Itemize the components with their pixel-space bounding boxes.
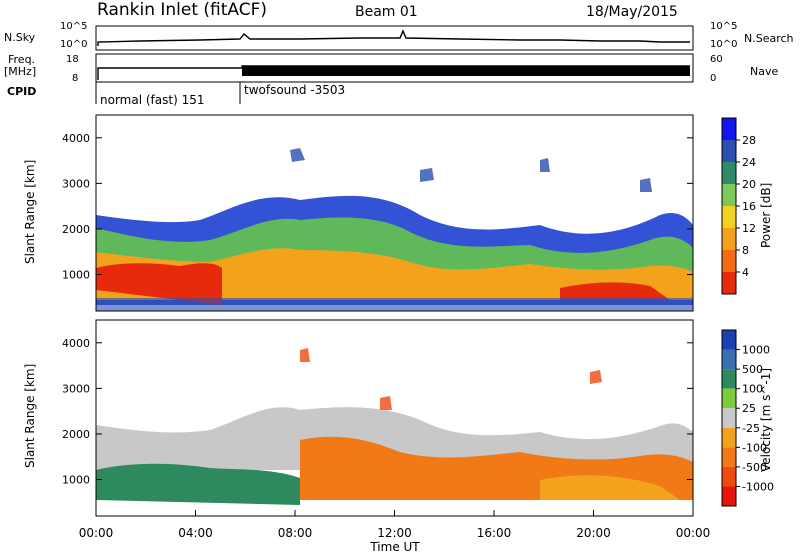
power-colorbar-swatch <box>722 206 736 228</box>
velocity-ytick-label: 2000 <box>62 428 90 441</box>
date-title: 18/May/2015 <box>586 4 678 20</box>
velocity-colorbar-swatch <box>722 408 736 428</box>
power-ytick-label: 1000 <box>62 269 90 282</box>
power-colorbar-tick-label: 8 <box>742 244 749 257</box>
xtick-label: 00:00 <box>676 526 711 540</box>
power-colorbar-swatch <box>722 162 736 184</box>
xtick-label: 04:00 <box>178 526 213 540</box>
freq-label: Freq. <box>8 53 36 66</box>
nsearch-label: N.Search <box>744 32 794 45</box>
velocity-colorbar-label: Velocity [m s^-1] <box>759 368 773 472</box>
power-ytick-label: 2000 <box>62 223 90 236</box>
freq-panel <box>95 53 694 83</box>
cpid-panel <box>95 82 241 104</box>
power-ytick-label: 3000 <box>62 177 90 190</box>
nsearch-tick-high: 10^5 <box>710 21 738 32</box>
station-title: Rankin Inlet (fitACF) <box>97 0 268 20</box>
nave-tick-high: 60 <box>710 54 723 65</box>
velocity-green-band <box>96 463 300 505</box>
velocity-xlabel: Time UT <box>369 540 420 554</box>
power-ground-noise <box>96 298 693 311</box>
power-colorbar-tick-label: 28 <box>742 134 756 147</box>
velocity-colorbar-swatch <box>722 349 736 370</box>
velocity-colorbar-tick-label: -25 <box>742 422 760 435</box>
velocity-colorbar-swatch <box>722 388 736 409</box>
velocity-ylabel: Slant Range [km] <box>23 364 37 468</box>
velocity-ytick-label: 3000 <box>62 382 90 395</box>
power-colorbar-label: Power [dB] <box>759 183 773 248</box>
power-colorbar-tick-label: 12 <box>742 222 756 235</box>
power-colorbar-swatch <box>722 184 736 206</box>
power-colorbar-tick-label: 16 <box>742 200 756 213</box>
nave-band <box>242 66 690 76</box>
power-colorbar-tick-label: 4 <box>742 266 749 279</box>
nave-tick-low: 0 <box>710 73 717 84</box>
power-ytick-label: 4000 <box>62 132 90 145</box>
power-colorbar-swatch <box>722 140 736 162</box>
velocity-colorbar-frame <box>721 329 737 507</box>
cpid-segment-normal: normal (fast) 151 <box>100 93 205 107</box>
xtick-label: 08:00 <box>278 526 313 540</box>
velocity-colorbar-swatch <box>722 447 736 467</box>
nsearch-tick-low: 10^0 <box>710 39 738 50</box>
power-ylabel: Slant Range [km] <box>23 160 37 264</box>
velocity-colorbar-swatch <box>722 330 736 350</box>
cpid-segment-twofsound: twofsound -3503 <box>244 83 346 97</box>
velocity-ytick-label: 1000 <box>62 474 90 487</box>
velocity-grey-band <box>96 407 693 470</box>
power-red-band <box>96 263 222 305</box>
cpid-label: CPID <box>7 85 37 98</box>
beam-title: Beam 01 <box>355 4 418 20</box>
velocity-colorbar-tick-label: -1000 <box>742 480 774 493</box>
power-colorbar-swatch <box>722 272 736 294</box>
power-colorbar-swatch <box>722 118 736 140</box>
nave-label: Nave <box>750 65 779 78</box>
nsky-trace <box>97 29 690 46</box>
velocity-colorbar-tick-label: 100 <box>742 383 763 396</box>
velocity-colorbar-swatch <box>722 369 736 389</box>
velocity-colorbar-tick-label: -100 <box>742 441 767 454</box>
power-colorbar-swatch <box>722 250 736 272</box>
power-colorbar-tick-label: 24 <box>742 156 756 169</box>
freq-unit: [MHz] <box>4 65 37 78</box>
nsky-tick-high: 10^5 <box>60 21 88 32</box>
xtick-label: 12:00 <box>377 526 412 540</box>
velocity-colorbar-swatch <box>722 427 736 448</box>
power-orange-band <box>96 248 693 300</box>
power-panel: 1000 2000 3000 4000 Slant Range [km] <box>23 114 694 312</box>
power-colorbar: 4 8 12 16 20 24 28 <box>721 117 756 295</box>
velocity-colorbar-swatch <box>722 466 736 487</box>
velocity-colorbar-tick-label: -500 <box>742 461 767 474</box>
velocity-panel: 1000 2000 3000 4000 00:00 04:00 08:00 12:00 16:… <box>23 319 711 554</box>
freq-tick-high: 18 <box>66 54 79 65</box>
velocity-ytick-label: 4000 <box>62 337 90 350</box>
power-colorbar-tick-label: 20 <box>742 178 756 191</box>
nsky-tick-low: 10^0 <box>60 39 88 50</box>
xtick-label: 00:00 <box>79 526 114 540</box>
velocity-colorbar: 1000 500 100 25 -25 -100 -500 -1000 <box>721 329 774 507</box>
nsky-panel <box>95 25 694 51</box>
xtick-label: 20:00 <box>576 526 611 540</box>
power-colorbar-swatch <box>722 228 736 250</box>
velocity-colorbar-tick-label: 25 <box>742 402 756 415</box>
velocity-orange-late <box>540 475 680 500</box>
power-red-late <box>560 282 670 300</box>
velocity-colorbar-swatch <box>722 486 736 506</box>
nsky-label: N.Sky <box>4 31 36 44</box>
freq-tick-low: 8 <box>72 73 79 84</box>
xtick-label: 16:00 <box>477 526 512 540</box>
velocity-colorbar-tick-label: 500 <box>742 363 763 376</box>
velocity-colorbar-tick-label: 1000 <box>742 344 770 357</box>
